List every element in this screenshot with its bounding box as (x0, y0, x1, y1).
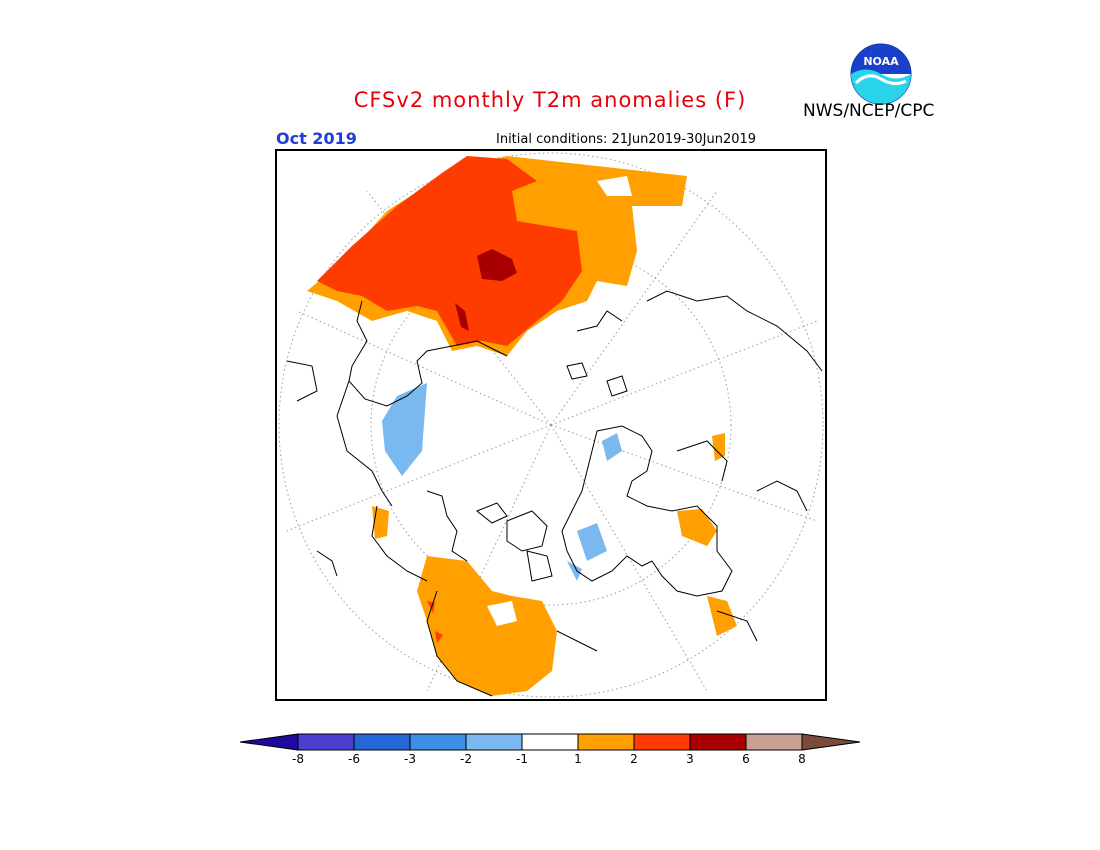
colorbar-tick-label: 3 (686, 752, 694, 766)
colorbar-tick-label: -8 (292, 752, 304, 766)
colorbar-swatch (297, 733, 355, 751)
colorbar (239, 732, 862, 756)
polar-map-svg (278, 152, 824, 698)
colorbar-swatch (409, 733, 467, 751)
colorbar-tick-label: 8 (798, 752, 806, 766)
colorbar-tick-label: 2 (630, 752, 638, 766)
anomaly-map (275, 149, 827, 701)
colorbar-swatch (633, 733, 691, 751)
coastlines (286, 290, 823, 697)
colorbar-tick-label: 1 (574, 752, 582, 766)
colorbar-swatch (353, 733, 411, 751)
colorbar-tick-label: -1 (516, 752, 528, 766)
map-title: CFSv2 monthly T2m anomalies (F) (353, 88, 747, 112)
colorbar-swatch (521, 733, 579, 751)
noaa-logo-text: NOAA (863, 55, 899, 68)
colorbar-arrow-high (801, 733, 861, 751)
colorbar-tick-label: -6 (348, 752, 360, 766)
agency-label: NWS/NCEP/CPC (803, 101, 935, 121)
colorbar-swatch (465, 733, 523, 751)
valid-month-label: Oct 2019 (276, 129, 357, 148)
colorbar-tick-label: -3 (404, 752, 416, 766)
colorbar-swatch (577, 733, 635, 751)
colorbar-svg (239, 733, 861, 751)
anomaly-eurasia-darkred (477, 249, 517, 281)
anomaly-eurasia-red (317, 156, 582, 346)
colorbar-swatch (745, 733, 803, 751)
colorbar-tick-label: 6 (742, 752, 750, 766)
colorbar-arrow-low (239, 733, 299, 751)
anomaly-canada-blue (382, 383, 427, 476)
anomaly-northamerica-orange (417, 556, 557, 696)
initial-conditions-label: Initial conditions: 21Jun2019-30Jun2019 (496, 132, 757, 147)
colorbar-swatch (689, 733, 747, 751)
anomaly-europe-orange (677, 509, 717, 546)
colorbar-tick-label: -2 (460, 752, 472, 766)
noaa-logo: NOAA (850, 43, 912, 109)
